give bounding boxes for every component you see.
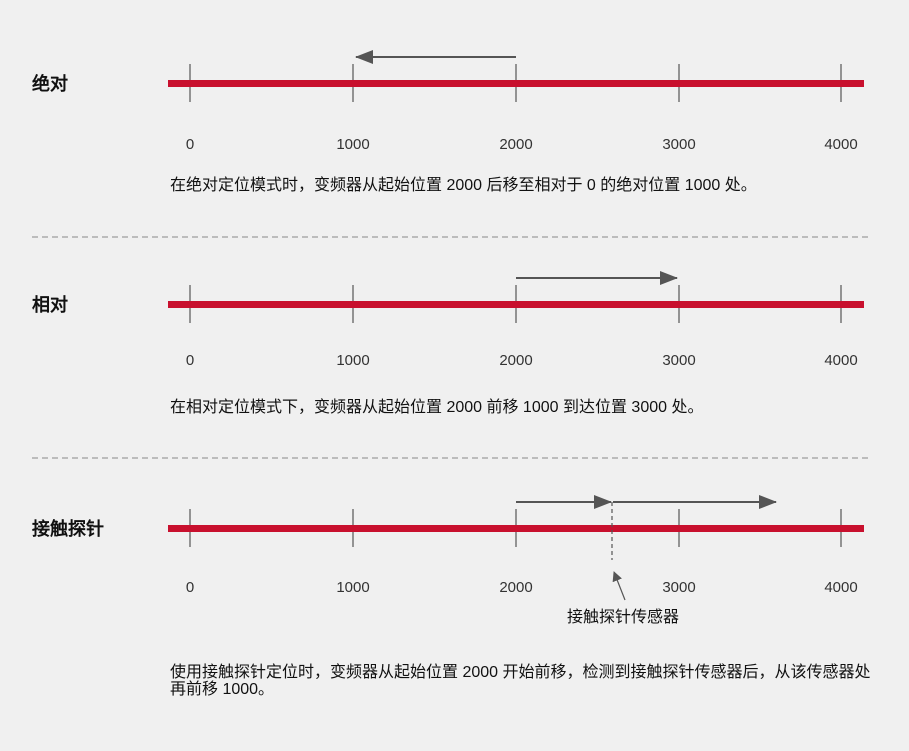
section-probe-track: [168, 495, 864, 601]
tick-label: 3000: [662, 136, 696, 153]
tick-label: 1000: [336, 579, 370, 596]
tick-label: 0: [185, 136, 195, 153]
section-absolute-track: [168, 50, 864, 102]
tick-label: 3000: [662, 579, 696, 596]
section-label-touch-probe: 接触探针: [32, 519, 104, 539]
tick-label: 3000: [662, 352, 696, 369]
tick-label: 2000: [499, 136, 533, 153]
section-description-absolute: 在绝对定位模式时，变频器从起始位置 2000 后移至相对于 0 的绝对位置 10…: [170, 177, 757, 194]
sensor-pointer-arrow-icon: [612, 571, 626, 601]
tick-label: 0: [185, 352, 195, 369]
section-description-relative: 在相对定位模式下，变频器从起始位置 2000 前移 1000 到达位置 3000…: [170, 399, 704, 416]
section-label-relative: 相对: [32, 295, 68, 315]
section-description-touch-probe: 使用接触探针定位时，变频器从起始位置 2000 开始前移，检测到接触探针传感器后…: [170, 664, 871, 698]
position-track: [168, 80, 864, 87]
tick-label: 4000: [824, 579, 858, 596]
position-track: [168, 525, 864, 532]
tick-label: 4000: [824, 136, 858, 153]
tick-label: 2000: [499, 352, 533, 369]
tick-label: 0: [185, 579, 195, 596]
tick-label: 4000: [824, 352, 858, 369]
sensor-label: 接触探针传感器: [567, 609, 680, 626]
tick-label: 2000: [499, 579, 533, 596]
section-label-absolute: 绝对: [32, 74, 68, 94]
position-track: [168, 301, 864, 308]
tick-label: 1000: [336, 352, 370, 369]
tick-label: 1000: [336, 136, 370, 153]
section-relative-track: [168, 271, 864, 323]
